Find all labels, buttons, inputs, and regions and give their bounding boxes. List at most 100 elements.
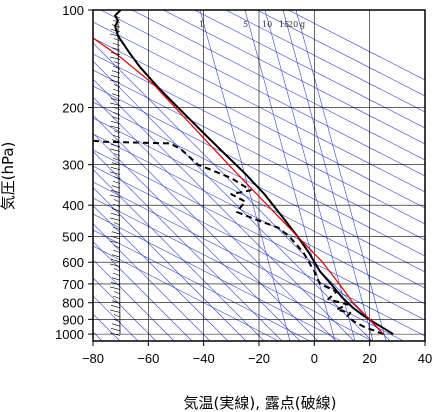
wind-barb bbox=[111, 116, 121, 120]
isotherm-line bbox=[93, 205, 229, 341]
wind-barb bbox=[111, 139, 121, 143]
wind-barb bbox=[112, 42, 121, 46]
mixing-ratio-label: 1 bbox=[199, 20, 204, 29]
wind-barb bbox=[111, 93, 121, 97]
wind-barb bbox=[109, 79, 121, 83]
wind-barb bbox=[111, 24, 121, 28]
isotherm-line bbox=[93, 277, 157, 341]
mixing-ratio-label: g bbox=[300, 20, 305, 29]
wind-barb bbox=[110, 213, 121, 217]
wind-barb bbox=[112, 111, 121, 115]
isotherm-line bbox=[93, 60, 373, 341]
wind-barb bbox=[109, 56, 121, 60]
wind-barb bbox=[111, 323, 121, 327]
parcel-line bbox=[93, 37, 384, 335]
wind-barb bbox=[109, 194, 121, 198]
wind-barb bbox=[113, 84, 121, 88]
isotherm-line bbox=[93, 223, 211, 341]
wind-barb bbox=[112, 272, 121, 276]
wind-barbs bbox=[109, 15, 121, 336]
y-tick-label: 500 bbox=[62, 230, 84, 245]
wind-barb bbox=[110, 236, 121, 240]
mixing-ratio-label: 5 bbox=[243, 20, 248, 29]
wind-barb bbox=[113, 176, 121, 180]
isotherm-line bbox=[93, 241, 193, 341]
wind-barb bbox=[113, 245, 121, 249]
wind-barb bbox=[110, 121, 121, 125]
x-tick-labels: −80 −60 −40 −20 0 20 40 bbox=[82, 351, 432, 366]
mixing-ratio-label: 15 bbox=[279, 20, 289, 29]
wind-barb bbox=[109, 125, 121, 129]
wind-barb bbox=[112, 157, 121, 161]
wind-barb bbox=[110, 29, 121, 33]
x-tick-label: −40 bbox=[193, 351, 215, 366]
wind-barb bbox=[113, 153, 121, 157]
y-tick-label: 700 bbox=[62, 277, 84, 292]
temperature-line bbox=[114, 10, 394, 335]
wind-barb bbox=[113, 15, 121, 19]
wind-barb bbox=[110, 75, 121, 79]
plot-frame bbox=[92, 9, 426, 342]
wind-barb bbox=[110, 328, 121, 332]
wind-barb bbox=[110, 305, 121, 309]
wind-barb bbox=[110, 282, 121, 286]
y-tick-label: 900 bbox=[62, 312, 84, 327]
x-tick-label: 20 bbox=[362, 351, 376, 366]
x-tick-label: −20 bbox=[248, 351, 270, 366]
wind-barb bbox=[109, 171, 121, 175]
y-tick-label: 400 bbox=[62, 198, 84, 213]
wind-barb bbox=[111, 208, 121, 212]
wind-barb bbox=[111, 300, 121, 304]
isotherm-line bbox=[93, 169, 265, 341]
wind-barb bbox=[111, 254, 121, 258]
mixing-ratio-label: 20 bbox=[288, 20, 298, 29]
x-tick-label: −80 bbox=[82, 351, 104, 366]
wind-barb bbox=[111, 70, 121, 74]
wind-barb bbox=[109, 148, 121, 152]
isotherm-line bbox=[93, 96, 337, 341]
wind-barb bbox=[112, 249, 121, 253]
wind-barb bbox=[109, 102, 121, 106]
wind-barb bbox=[110, 259, 121, 263]
wind-barb bbox=[112, 65, 121, 69]
wind-barb bbox=[111, 185, 121, 189]
wind-barb bbox=[109, 217, 121, 221]
isotherm-line bbox=[93, 132, 301, 341]
y-tick-label: 1000 bbox=[55, 327, 84, 342]
series-lines bbox=[93, 10, 394, 336]
y-tick-label: 300 bbox=[62, 158, 84, 173]
y-axis-label: 気圧(hPa) bbox=[0, 142, 17, 211]
wind-barb bbox=[113, 268, 121, 272]
y-tick-label: 800 bbox=[62, 296, 84, 311]
x-tick-label: −60 bbox=[137, 351, 159, 366]
wind-barb bbox=[110, 52, 121, 56]
wind-barb bbox=[111, 162, 121, 166]
wind-barb bbox=[111, 47, 121, 51]
wind-barb bbox=[109, 240, 121, 244]
x-tick-label: 0 bbox=[311, 351, 318, 366]
mixing-ratio-label: 10 bbox=[262, 20, 272, 29]
wind-barb bbox=[110, 167, 121, 171]
wind-barb bbox=[113, 107, 121, 111]
isotherm-line bbox=[93, 151, 283, 341]
wind-barb bbox=[112, 318, 121, 322]
wind-barb bbox=[112, 134, 121, 138]
isotherm-line bbox=[93, 259, 175, 341]
wind-barb bbox=[109, 263, 121, 267]
wind-barb bbox=[113, 130, 121, 134]
x-tick-label: 40 bbox=[418, 351, 432, 366]
x-axis-label: 気温(実線), 露点(破線) bbox=[184, 394, 337, 412]
wind-barb bbox=[112, 295, 121, 299]
mixing-ratio-line bbox=[244, 10, 336, 341]
wind-barb bbox=[109, 309, 121, 313]
mixing-ratio-line bbox=[282, 10, 374, 341]
wind-barb bbox=[113, 61, 121, 65]
wind-barb bbox=[109, 286, 121, 290]
wind-barb bbox=[109, 33, 121, 37]
wind-barb bbox=[112, 203, 121, 207]
mixing-ratio-line bbox=[199, 10, 291, 341]
